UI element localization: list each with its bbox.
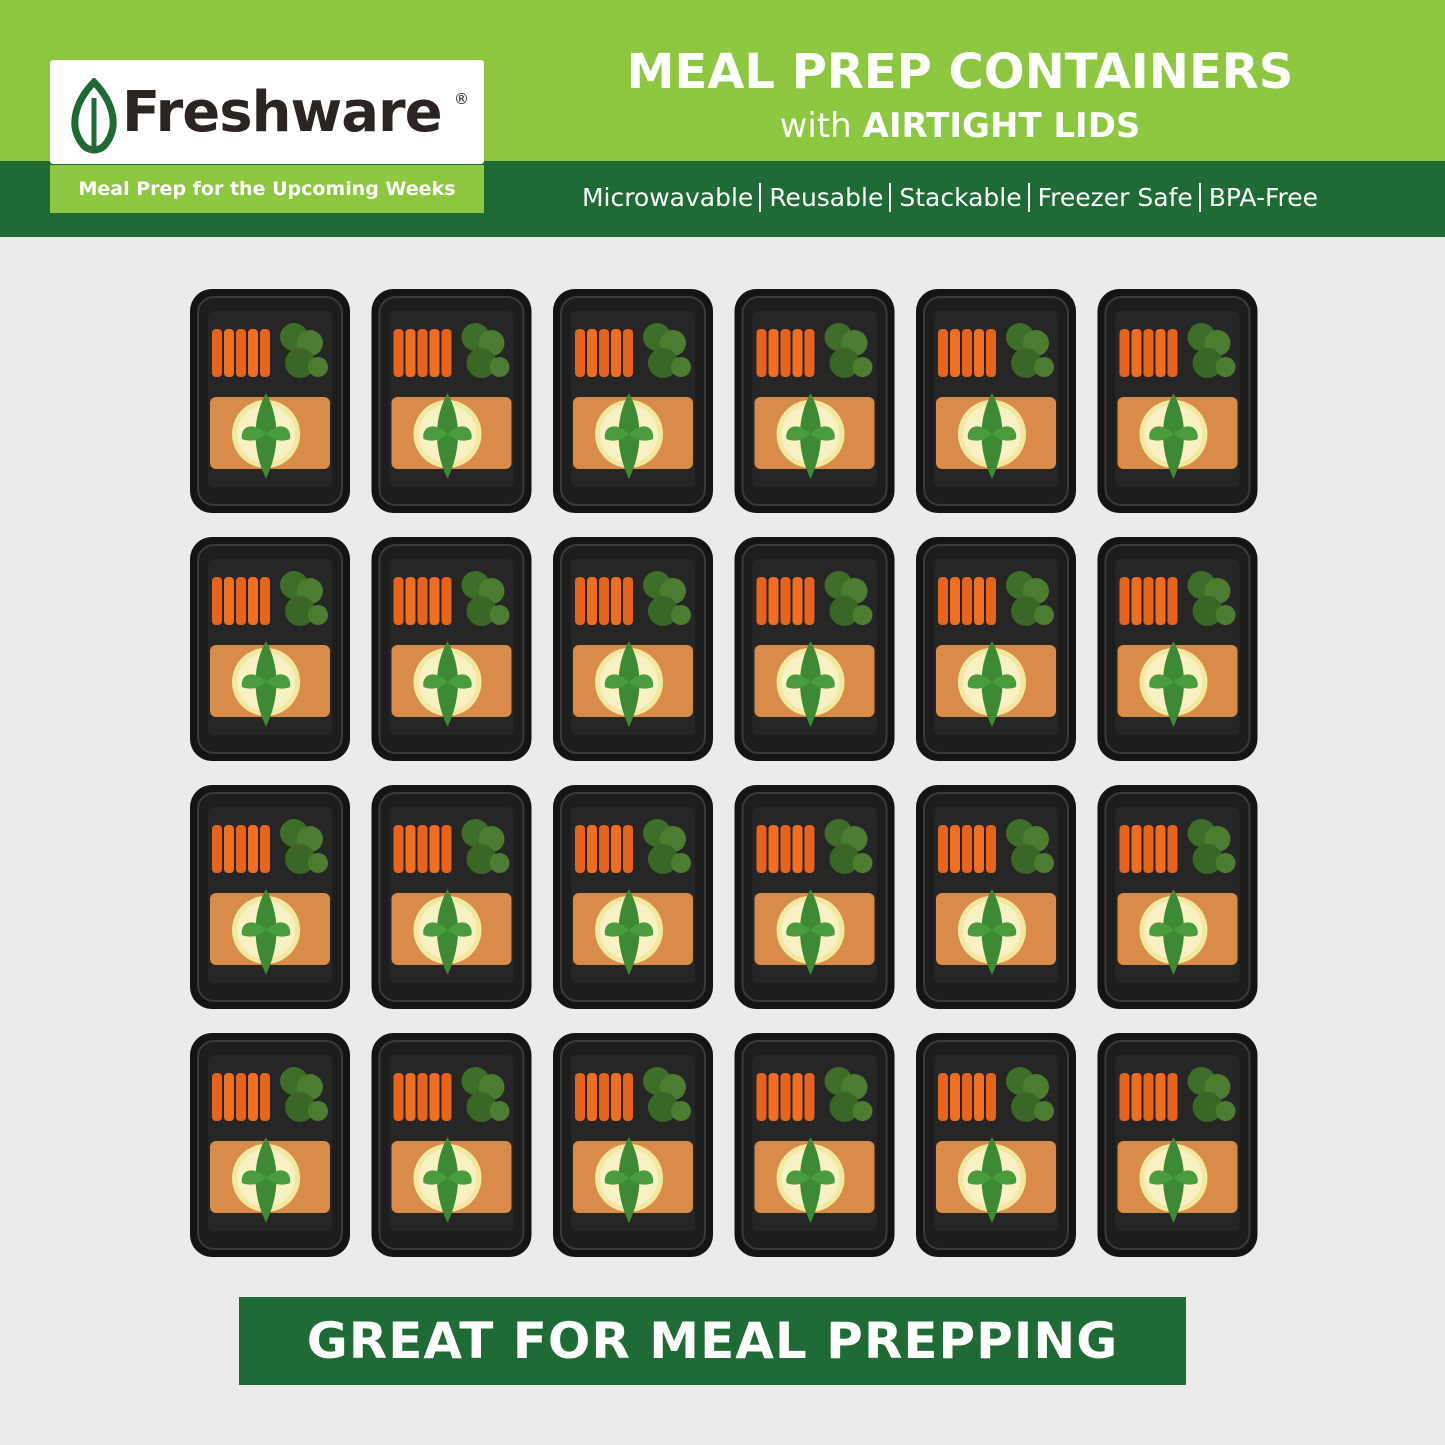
- container: [370, 1033, 533, 1257]
- container: [915, 289, 1077, 513]
- container: [915, 785, 1077, 1009]
- logo-box: [50, 60, 484, 164]
- feature: Microwavable: [581, 183, 754, 212]
- container: [552, 785, 714, 1009]
- container: [189, 537, 351, 761]
- container: [1096, 537, 1259, 761]
- registered-mark: ®: [454, 90, 469, 108]
- title: MEAL PREP CONTAINERS: [626, 44, 1294, 100]
- container: [552, 289, 714, 513]
- container: [1096, 1033, 1259, 1257]
- container: [733, 537, 896, 761]
- container: [370, 537, 533, 761]
- container: [915, 1033, 1077, 1257]
- container: [552, 1033, 714, 1257]
- container: [1096, 289, 1259, 513]
- features: Microwavable Reusable Stackable Freezer Saf…: [540, 183, 1360, 212]
- container: [189, 1033, 351, 1257]
- container: [552, 537, 714, 761]
- container: [189, 785, 351, 1009]
- brand: Freshware: [122, 80, 443, 145]
- container: [733, 1033, 896, 1257]
- banner: GREAT FOR MEAL PREPPING: [239, 1297, 1186, 1385]
- subtitle-bold: AIRTIGHT LIDS: [862, 106, 1141, 146]
- tagline: Meal Prep for the Upcoming Weeks: [50, 165, 484, 213]
- feature: Reusable: [759, 183, 884, 212]
- container: [733, 785, 896, 1009]
- container: [370, 289, 533, 513]
- subtitle-lead: with: [779, 106, 852, 146]
- container: [733, 289, 896, 513]
- feature: Freezer Safe: [1027, 183, 1193, 212]
- subtitle: with AIRTIGHT LIDS: [560, 106, 1360, 146]
- feature: BPA-Free: [1198, 183, 1319, 212]
- logo-leaf: [71, 78, 117, 154]
- container: [915, 537, 1077, 761]
- container: [189, 289, 351, 513]
- container: [1096, 785, 1259, 1009]
- feature: Stackable: [889, 183, 1022, 212]
- container: [370, 785, 533, 1009]
